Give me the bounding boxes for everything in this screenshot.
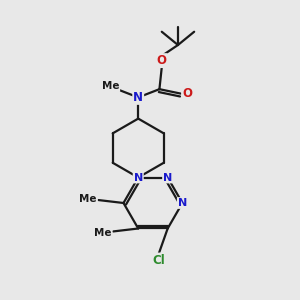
- Text: O: O: [157, 54, 167, 67]
- Text: N: N: [133, 91, 143, 104]
- Text: N: N: [163, 172, 172, 182]
- Text: Me: Me: [102, 81, 119, 91]
- Text: N: N: [178, 198, 187, 208]
- Text: Me: Me: [94, 228, 112, 238]
- Text: O: O: [182, 87, 192, 100]
- Text: N: N: [134, 172, 143, 182]
- Text: Cl: Cl: [152, 254, 165, 266]
- Text: Me: Me: [80, 194, 97, 204]
